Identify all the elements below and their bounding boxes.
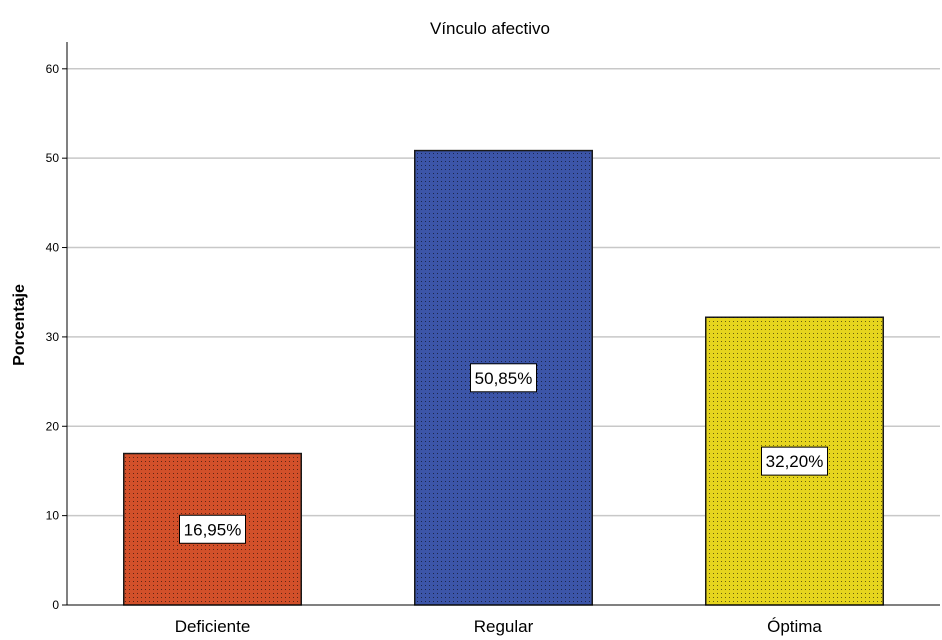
x-tick-label: Regular [474, 617, 534, 636]
x-tick-label: Deficiente [175, 617, 251, 636]
y-tick-label: 20 [46, 419, 60, 433]
data-label: 16,95% [184, 520, 242, 539]
data-label-box [761, 446, 828, 476]
y-tick-label: 40 [46, 241, 60, 255]
y-tick-label: 10 [46, 509, 60, 523]
y-tick-label: 0 [52, 598, 59, 612]
y-tick-label: 30 [46, 330, 60, 344]
data-label: 50,85% [475, 369, 533, 388]
y-tick-label: 60 [46, 62, 60, 76]
data-labels: 16,95% 50,85% 32,20% [179, 363, 828, 544]
data-label-box [179, 514, 246, 544]
y-tick-label: 50 [46, 151, 60, 165]
data-label-box [470, 363, 537, 393]
chart-title: Vínculo afectivo [430, 19, 550, 38]
y-axis-label: Porcentaje [11, 284, 28, 366]
data-label: 32,20% [766, 452, 824, 471]
x-axis-ticks: Deficiente Regular Óptima [175, 617, 823, 636]
y-axis-ticks: 0 10 20 30 40 50 60 [46, 62, 67, 612]
x-tick-label: Óptima [767, 617, 822, 636]
